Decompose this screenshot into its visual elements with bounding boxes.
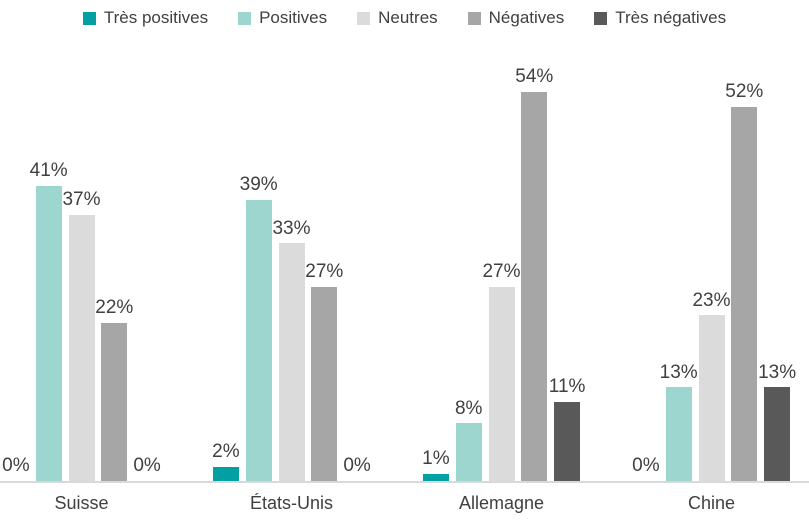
category-label: États-Unis xyxy=(249,493,334,513)
bar-value-label: 0% xyxy=(2,455,30,477)
bar-value-label: 54% xyxy=(515,66,554,88)
bar-group-suisse: 0% 41% 37% 22% 0% xyxy=(0,0,164,481)
bar xyxy=(68,214,95,481)
bar xyxy=(731,106,758,481)
legend-label: Négatives xyxy=(488,8,565,27)
bar-value-label: 37% xyxy=(62,188,101,210)
legend-marker-icon xyxy=(594,11,608,25)
legend-label: Très négatives xyxy=(615,8,727,27)
bar-value-label: 22% xyxy=(95,296,134,318)
bar-value-label: 0% xyxy=(632,455,660,477)
bar xyxy=(455,423,482,481)
chart-legend: Très positives Positives Neutres Négatives T… xyxy=(0,8,809,28)
bar-value-label: 0% xyxy=(133,455,161,477)
bar-value-label: 1% xyxy=(422,447,450,469)
bar-value-label: 41% xyxy=(29,159,68,181)
bar-value-label: 52% xyxy=(725,80,764,102)
category-label: Allemagne xyxy=(458,493,545,513)
legend-label: Très positives xyxy=(103,8,209,27)
category-label: Chine xyxy=(687,493,736,513)
bar xyxy=(35,185,62,481)
bar xyxy=(422,473,449,481)
bar xyxy=(278,243,305,481)
legend-marker-icon xyxy=(82,11,96,25)
bar xyxy=(521,92,548,481)
bar xyxy=(698,315,725,481)
bar-value-label: 27% xyxy=(305,260,344,282)
bar-value-label: 33% xyxy=(272,217,311,239)
bar xyxy=(764,387,791,481)
bar-value-label: 0% xyxy=(343,455,371,477)
bar-value-label: 13% xyxy=(758,361,797,383)
bar xyxy=(101,322,128,481)
bar-value-label: 13% xyxy=(659,361,698,383)
legend-marker-icon xyxy=(357,11,371,25)
bar-value-label: 27% xyxy=(482,260,521,282)
bar xyxy=(311,286,338,481)
legend-item: Positives xyxy=(238,8,327,28)
legend-item: Neutres xyxy=(357,8,438,28)
bar-group-chine: 0% 13% 23% 52% 13% xyxy=(630,0,797,481)
bar-group--tats-unis: 2% 39% 33% 27% 0% xyxy=(210,0,374,481)
legend-label: Neutres xyxy=(378,8,438,27)
bar xyxy=(212,466,239,481)
legend-item: Très positives xyxy=(82,8,209,28)
bar-value-label: 8% xyxy=(454,397,483,419)
plot-area: 0% 41% 37% 22% 0% 2% 39% 33% 27% 0% 1% 8% 27% 54% 11% 0… xyxy=(0,0,809,483)
bar-value-label: 11% xyxy=(548,375,586,397)
bar-group-allemagne: 1% 8% 27% 54% 11% xyxy=(420,0,586,481)
bar-value-label: 39% xyxy=(239,174,278,196)
category-label: Suisse xyxy=(54,493,109,513)
bar-value-label: 23% xyxy=(692,289,731,311)
legend-item: Très négatives xyxy=(594,8,726,28)
bar xyxy=(554,401,581,481)
legend-label: Positives xyxy=(259,8,328,27)
legend-marker-icon xyxy=(238,11,252,25)
bar xyxy=(245,200,272,481)
legend-item: Négatives xyxy=(467,8,565,28)
bar xyxy=(488,286,515,481)
legend-marker-icon xyxy=(467,11,481,25)
bar-value-label: 2% xyxy=(212,440,240,462)
category-axis: Suisse États-Unis Allemagne Chine xyxy=(0,493,809,523)
bar xyxy=(665,387,692,481)
